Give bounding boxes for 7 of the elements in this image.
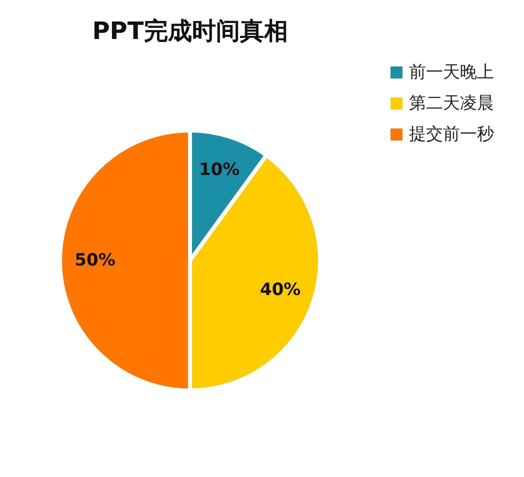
legend-label: 第二天凌晨 — [409, 94, 494, 114]
chart-title: PPT完成时间真相 — [92, 17, 288, 45]
legend-label: 提交前一秒 — [409, 124, 494, 144]
legend-label: 前一天晚上 — [409, 62, 494, 82]
data-label: 40% — [260, 280, 301, 300]
data-label: 10% — [199, 160, 240, 180]
data-label: 50% — [74, 250, 116, 270]
